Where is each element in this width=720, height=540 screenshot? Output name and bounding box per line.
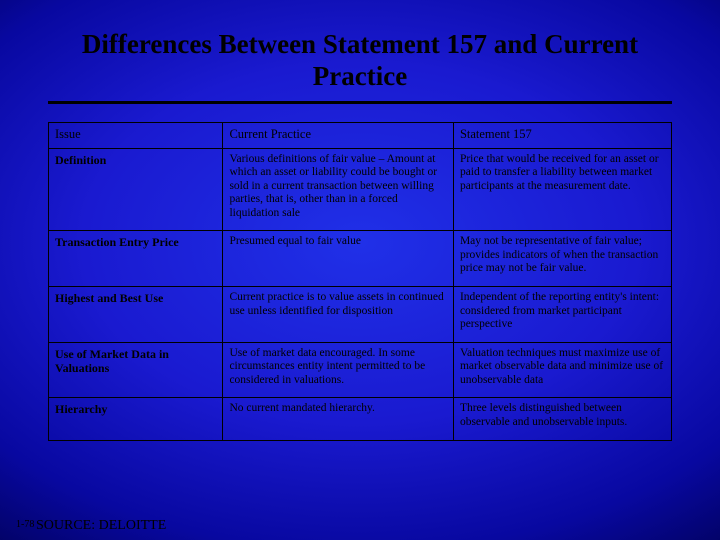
slide: Differences Between Statement 157 and Cu…	[0, 0, 720, 540]
cell-statement: May not be representative of fair value;…	[453, 231, 671, 287]
table-row: Use of Market Data in Valuations Use of …	[49, 342, 672, 398]
table-row: Highest and Best Use Current practice is…	[49, 287, 672, 343]
cell-statement: Price that would be received for an asse…	[453, 148, 671, 231]
col-header-current: Current Practice	[223, 122, 454, 148]
cell-statement: Independent of the reporting entity's in…	[453, 287, 671, 343]
cell-current: Current practice is to value assets in c…	[223, 287, 454, 343]
cell-issue: Definition	[49, 148, 223, 231]
cell-issue: Use of Market Data in Valuations	[49, 342, 223, 398]
col-header-issue: Issue	[49, 122, 223, 148]
table-row: Definition Various definitions of fair v…	[49, 148, 672, 231]
title-rule	[48, 101, 672, 104]
cell-issue: Transaction Entry Price	[49, 231, 223, 287]
cell-issue: Highest and Best Use	[49, 287, 223, 343]
slide-title: Differences Between Statement 157 and Cu…	[48, 28, 672, 93]
table-header-row: Issue Current Practice Statement 157	[49, 122, 672, 148]
cell-statement: Valuation techniques must maximize use o…	[453, 342, 671, 398]
cell-statement: Three levels distinguished between obser…	[453, 398, 671, 440]
col-header-statement: Statement 157	[453, 122, 671, 148]
cell-current: Various definitions of fair value – Amou…	[223, 148, 454, 231]
cell-issue: Hierarchy	[49, 398, 223, 440]
source-label: SOURCE: DELOITTE	[36, 518, 166, 534]
cell-current: Use of market data encouraged. In some c…	[223, 342, 454, 398]
cell-current: Presumed equal to fair value	[223, 231, 454, 287]
page-number: 1-78	[16, 519, 34, 530]
table-row: Hierarchy No current mandated hierarchy.…	[49, 398, 672, 440]
cell-current: No current mandated hierarchy.	[223, 398, 454, 440]
table-row: Transaction Entry Price Presumed equal t…	[49, 231, 672, 287]
comparison-table: Issue Current Practice Statement 157 Def…	[48, 122, 672, 441]
